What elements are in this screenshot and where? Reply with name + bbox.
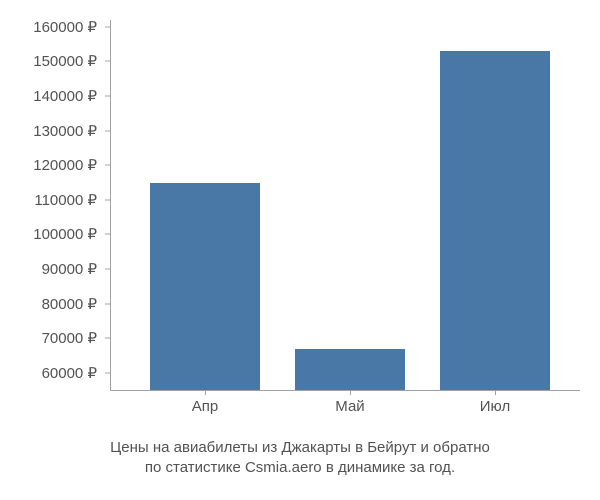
y-axis: 60000 ₽ 70000 ₽ 80000 ₽ 90000 ₽ 100000 ₽ 1100…	[0, 20, 105, 390]
y-tick-label: 130000 ₽	[33, 122, 97, 140]
y-tick-mark	[105, 199, 110, 200]
caption-line-1: Цены на авиабилеты из Джакарты в Бейрут …	[110, 439, 490, 456]
bar	[440, 51, 550, 390]
y-tick-mark	[105, 372, 110, 373]
y-tick-label: 60000 ₽	[42, 364, 97, 382]
y-tick-label: 100000 ₽	[33, 225, 97, 243]
plot-area	[110, 20, 580, 390]
y-tick-mark	[105, 61, 110, 62]
bar	[295, 349, 405, 390]
x-tick-mark	[350, 390, 351, 395]
y-tick-mark	[105, 338, 110, 339]
y-tick-mark	[105, 26, 110, 27]
y-tick-label: 80000 ₽	[42, 295, 97, 313]
x-tick-mark	[495, 390, 496, 395]
x-axis-labels: Апр Май Июл	[110, 398, 580, 428]
x-axis-line	[110, 390, 580, 391]
x-tick-label: Июл	[480, 398, 510, 415]
y-tick-label: 70000 ₽	[42, 329, 97, 347]
y-tick-label: 110000 ₽	[34, 191, 97, 209]
y-tick-mark	[105, 165, 110, 166]
y-tick-mark	[105, 234, 110, 235]
y-tick-label: 160000 ₽	[33, 18, 97, 36]
price-chart: 60000 ₽ 70000 ₽ 80000 ₽ 90000 ₽ 100000 ₽ 1100…	[0, 0, 600, 500]
y-tick-mark	[105, 96, 110, 97]
y-tick-label: 90000 ₽	[42, 260, 97, 278]
bar	[150, 183, 260, 390]
y-tick-mark	[105, 130, 110, 131]
x-tick-label: Май	[335, 398, 364, 415]
y-tick-mark	[105, 303, 110, 304]
x-tick-mark	[205, 390, 206, 395]
y-tick-label: 150000 ₽	[33, 52, 97, 70]
y-tick-mark	[105, 268, 110, 269]
chart-caption: Цены на авиабилеты из Джакарты в Бейрут …	[0, 438, 600, 479]
y-tick-label: 140000 ₽	[33, 87, 97, 105]
x-tick-label: Апр	[192, 398, 218, 415]
y-tick-label: 120000 ₽	[33, 156, 97, 174]
caption-line-2: по статистике Csmia.aero в динамике за г…	[145, 459, 455, 476]
